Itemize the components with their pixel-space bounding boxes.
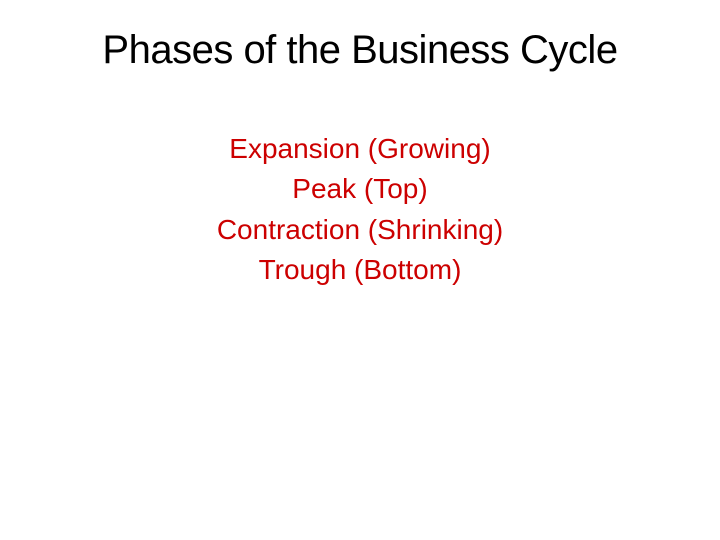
phase-item: Contraction (Shrinking) [0, 212, 720, 248]
phase-item: Expansion (Growing) [0, 131, 720, 167]
slide-title: Phases of the Business Cycle [0, 28, 720, 73]
phases-list: Expansion (Growing) Peak (Top) Contracti… [0, 131, 720, 289]
phase-item: Peak (Top) [0, 171, 720, 207]
phase-item: Trough (Bottom) [0, 252, 720, 288]
slide-container: Phases of the Business Cycle Expansion (… [0, 0, 720, 540]
